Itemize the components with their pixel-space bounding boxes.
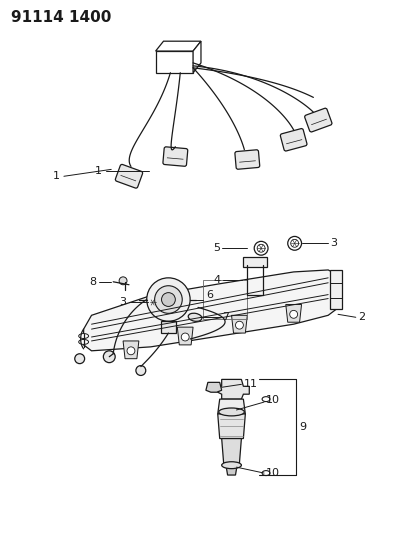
- Bar: [160, 321, 176, 333]
- Circle shape: [103, 351, 115, 362]
- Circle shape: [181, 333, 189, 341]
- Text: 1: 1: [94, 166, 101, 176]
- Text: 9: 9: [300, 422, 307, 432]
- FancyBboxPatch shape: [115, 164, 142, 188]
- Polygon shape: [222, 439, 242, 463]
- Polygon shape: [123, 341, 139, 359]
- Bar: [243, 257, 267, 267]
- Text: 5: 5: [213, 243, 220, 253]
- Polygon shape: [206, 382, 222, 392]
- Text: 6: 6: [206, 289, 213, 300]
- Text: 10: 10: [266, 395, 280, 405]
- Ellipse shape: [219, 408, 244, 416]
- Text: 1: 1: [53, 171, 60, 181]
- Ellipse shape: [222, 462, 242, 469]
- Circle shape: [119, 277, 127, 285]
- Circle shape: [257, 244, 265, 252]
- Text: 11: 11: [243, 379, 258, 389]
- Bar: [203, 280, 247, 319]
- Text: 3: 3: [330, 238, 337, 248]
- Text: 4: 4: [214, 275, 221, 285]
- Text: 91114 1400: 91114 1400: [11, 10, 111, 25]
- Polygon shape: [226, 463, 238, 475]
- Circle shape: [148, 297, 158, 308]
- Circle shape: [136, 366, 146, 375]
- Polygon shape: [193, 41, 201, 72]
- Ellipse shape: [262, 397, 270, 401]
- FancyBboxPatch shape: [163, 147, 188, 166]
- Text: 3: 3: [119, 297, 126, 308]
- Text: 8: 8: [89, 277, 96, 287]
- Circle shape: [147, 278, 190, 321]
- Polygon shape: [218, 399, 245, 414]
- Ellipse shape: [188, 313, 202, 321]
- Circle shape: [150, 300, 156, 305]
- Circle shape: [288, 237, 302, 250]
- Bar: [156, 51, 193, 72]
- Circle shape: [75, 354, 85, 364]
- Ellipse shape: [79, 334, 89, 338]
- Polygon shape: [218, 414, 245, 439]
- Polygon shape: [286, 304, 302, 322]
- Ellipse shape: [262, 471, 270, 475]
- Polygon shape: [218, 379, 249, 399]
- Circle shape: [291, 239, 298, 247]
- Text: 7: 7: [222, 312, 229, 322]
- Polygon shape: [232, 316, 247, 333]
- Circle shape: [236, 321, 243, 329]
- Polygon shape: [177, 327, 193, 345]
- Circle shape: [155, 286, 182, 313]
- Polygon shape: [156, 41, 201, 51]
- Polygon shape: [84, 270, 336, 351]
- Circle shape: [127, 347, 135, 355]
- Bar: [330, 270, 342, 309]
- Text: 10: 10: [266, 468, 280, 478]
- FancyBboxPatch shape: [304, 108, 332, 132]
- Text: 2: 2: [358, 312, 365, 322]
- Circle shape: [254, 241, 268, 255]
- FancyBboxPatch shape: [280, 128, 307, 151]
- FancyBboxPatch shape: [235, 150, 260, 169]
- Circle shape: [290, 310, 298, 318]
- Circle shape: [162, 293, 176, 306]
- Ellipse shape: [79, 340, 89, 344]
